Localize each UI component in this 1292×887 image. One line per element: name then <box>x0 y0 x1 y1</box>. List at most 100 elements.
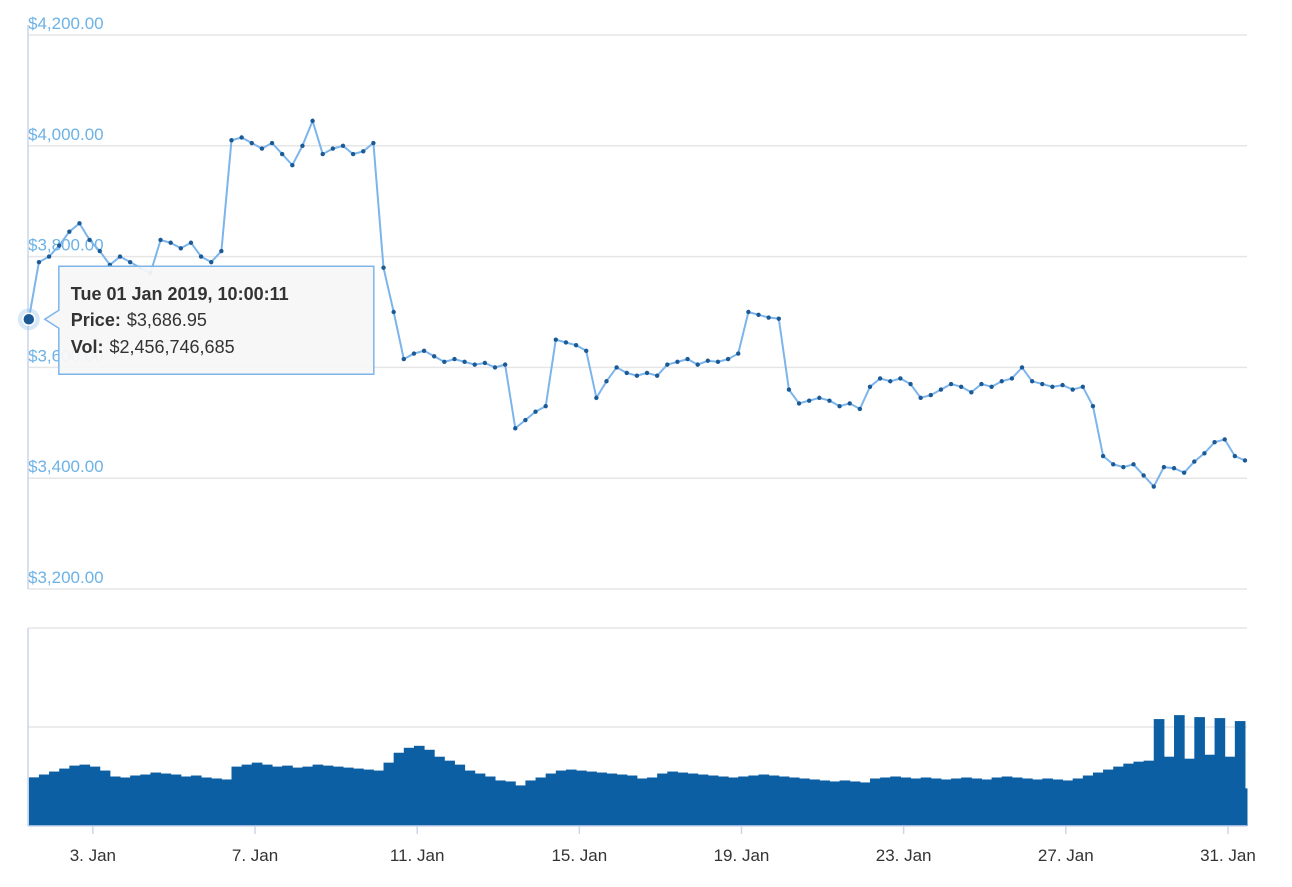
x-tick-label: 31. Jan <box>1200 846 1256 865</box>
volume-bar <box>322 765 334 826</box>
volume-bar <box>363 769 374 826</box>
price-point <box>796 401 802 406</box>
price-point <box>827 398 832 403</box>
price-point <box>918 395 923 401</box>
volume-bar <box>484 776 496 826</box>
price-point <box>442 359 447 365</box>
price-point <box>330 146 336 151</box>
volume-bar <box>1163 756 1175 826</box>
volume-bar <box>383 762 395 826</box>
volume-bar <box>565 769 577 826</box>
price-point <box>178 246 184 251</box>
price-point <box>391 309 396 315</box>
price-point <box>867 384 873 389</box>
price-point <box>1171 466 1177 471</box>
volume-bar <box>1133 761 1145 826</box>
volume-bar <box>1143 760 1155 826</box>
volume-bar <box>869 778 881 826</box>
price-point <box>786 387 792 392</box>
volume-bar <box>130 775 141 826</box>
price-point <box>837 403 842 409</box>
volume-bar <box>748 775 760 826</box>
price-point <box>361 149 366 154</box>
volume-bar <box>312 764 324 826</box>
price-point <box>229 138 234 143</box>
y-tick-label: $4,000.00 <box>28 125 104 144</box>
price-point <box>543 403 548 409</box>
price-point <box>502 362 508 367</box>
x-tick-label: 11. Jan <box>390 846 445 865</box>
price-point <box>695 362 700 367</box>
price-point <box>310 118 315 124</box>
price-point <box>685 356 690 362</box>
volume-bar <box>1174 715 1185 826</box>
price-point <box>624 370 629 376</box>
volume-bar <box>505 781 516 826</box>
volume-bar <box>920 777 932 826</box>
price-point <box>198 254 204 259</box>
price-point <box>969 390 974 395</box>
price-point <box>259 146 265 151</box>
volume-bar <box>1103 769 1114 826</box>
price-point <box>117 254 123 259</box>
volume-bar <box>890 776 901 826</box>
volume-bar <box>626 775 638 826</box>
volume-bar <box>241 764 253 826</box>
price-point <box>239 135 244 140</box>
price-point <box>644 370 650 376</box>
price-point <box>766 315 771 320</box>
volume-bar <box>444 760 455 826</box>
price-point <box>959 384 964 389</box>
volume-bar <box>1062 780 1074 826</box>
price-point <box>371 140 376 146</box>
volume-bar <box>424 749 435 826</box>
volume-bar <box>1082 775 1094 826</box>
volume-bar <box>201 777 212 826</box>
volume-bar <box>403 747 415 826</box>
price-point <box>553 337 559 342</box>
y-tick-label: $4,200.00 <box>28 14 104 33</box>
volume-bar <box>788 777 800 826</box>
price-point <box>219 248 224 254</box>
volume-bar <box>728 777 739 826</box>
price-point <box>67 229 72 234</box>
volume-bar <box>636 778 648 826</box>
volume-bar <box>1194 717 1205 826</box>
price-point <box>452 356 457 362</box>
volume-bar <box>261 764 273 826</box>
price-point <box>857 406 863 412</box>
tooltip-row: Vol: $2,456,746,685 <box>71 337 235 357</box>
x-tick-label: 7. Jan <box>232 846 278 865</box>
price-point <box>381 265 386 270</box>
volume-bar <box>282 765 293 826</box>
price-point <box>979 381 984 387</box>
price-point <box>209 259 214 265</box>
volume-bar <box>38 774 50 826</box>
volume-bar <box>150 772 162 826</box>
volume-bar <box>697 774 709 826</box>
volume-bar <box>413 745 425 826</box>
volume-bar <box>393 752 405 826</box>
price-point <box>340 143 346 148</box>
tooltip-title: Tue 01 Jan 2019, 10:00:11 <box>71 284 289 304</box>
volume-bar <box>829 781 841 826</box>
volume-bar <box>99 770 111 826</box>
price-point <box>675 359 680 365</box>
price-point <box>756 312 761 317</box>
volume-bar <box>971 778 982 826</box>
price-point <box>665 362 670 367</box>
price-point <box>77 221 82 226</box>
price-point <box>57 243 62 248</box>
volume-bar <box>1011 777 1023 826</box>
price-point <box>563 340 569 345</box>
volume-bar <box>332 766 344 826</box>
y-tick-label: $3,200.00 <box>28 568 104 587</box>
price-point <box>989 384 994 389</box>
price-point <box>1111 462 1116 467</box>
price-point <box>411 351 417 356</box>
x-tick-label: 15. Jan <box>551 846 607 865</box>
volume-bar <box>190 775 202 826</box>
volume-bar <box>525 780 537 826</box>
volume-bar <box>251 762 263 826</box>
price-point <box>421 348 427 353</box>
